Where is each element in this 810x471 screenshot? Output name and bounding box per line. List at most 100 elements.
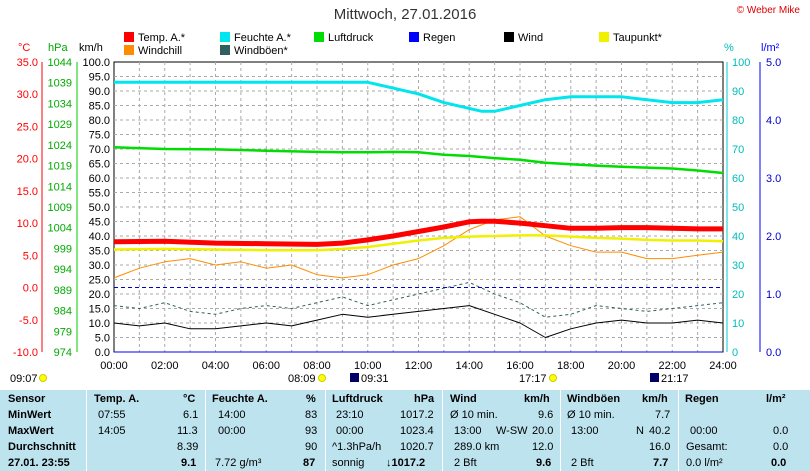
temp-tick-label: 30.0 (17, 89, 38, 101)
rain-max-time: 00:00 (690, 425, 718, 437)
x-tick-label: 18:00 (557, 360, 585, 372)
legend-item-wind: Wind (504, 32, 543, 44)
temp-min-time: 07:55 (98, 409, 126, 421)
chart-axes: °C hPa km/h% l/m² 35.0 30.0 25.0 20.0 15.0 10.0 5.… (10, 42, 781, 385)
legend-label: Regen (423, 32, 456, 44)
pressure-tick-label: 1034 (48, 98, 72, 110)
wind-tick-label: 55.0 (89, 188, 110, 200)
summary-unit-gusts: km/h (642, 393, 668, 405)
wind-tick-label: 45.0 (89, 217, 110, 229)
x-tick-label: 22:00 (658, 360, 686, 372)
temp-min-value: 6.1 (183, 409, 199, 421)
wind-tick-label: 50.0 (89, 202, 110, 214)
temp-tick-label: -10.0 (13, 347, 38, 359)
wind-tick-label: 5.0 (95, 333, 110, 345)
series-line-feuchte-a (114, 80, 724, 113)
rain-tick-label: 2.0 (766, 231, 781, 243)
series-line-windchill (113, 216, 724, 279)
wind-tick-label: 0.0 (95, 347, 110, 359)
gust-max-time: 13:00 (571, 425, 599, 437)
sunset-label: 17:17 (519, 373, 547, 385)
humidity-tick-label: 80 (732, 115, 744, 127)
summary-header-wind: Wind (450, 393, 477, 405)
x-tick-label: 08:00 (303, 360, 331, 372)
moonrise-label: 21:17 (661, 373, 689, 385)
rain-unit-label: l/m² (761, 42, 780, 54)
rain-tick-label: 4.0 (766, 115, 781, 127)
x-tick-label: 20:00 (608, 360, 636, 372)
summary-header-temp: Temp. A. (94, 393, 140, 405)
summary-header-sensor: Sensor (8, 393, 46, 405)
x-tick-label: 00:00 (100, 360, 128, 372)
humidity-tick-label: 50 (732, 202, 744, 214)
summary-header-rain: Regen (685, 393, 719, 405)
x-tick-label: 04:00 (202, 360, 230, 372)
pressure-tick-label: 1004 (48, 223, 72, 235)
moonset-label: 09:31 (361, 373, 389, 385)
legend-swatch (599, 32, 609, 42)
gust-bft-text: 2 Bft (571, 457, 594, 469)
pressure-tick-label: 979 (54, 326, 72, 338)
summary-header-gusts: Windböen (567, 393, 621, 405)
moon-icon (350, 373, 359, 382)
legend-item-pressure: Luftdruck (314, 32, 373, 44)
wind-max-time: 13:00 (454, 425, 482, 437)
temp-tick-label: 20.0 (17, 154, 38, 166)
wind-tick-label: 75.0 (89, 130, 110, 142)
summary-row-current: 27.01. 23:55 (8, 457, 70, 469)
gust-max-direction: N (636, 425, 644, 437)
legend-label: Taupunkt* (613, 32, 662, 44)
legend-label: Windchill (138, 45, 183, 57)
rain-tick-label: 5.0 (766, 57, 781, 69)
temp-unit-label: °C (18, 42, 30, 54)
rain-total-value: 0.0 (773, 441, 789, 453)
legend-swatch (314, 32, 324, 42)
wind-tick-label: 95.0 (89, 72, 110, 84)
pressure-tick-label: 1009 (48, 202, 72, 214)
x-tick-label: 12:00 (405, 360, 433, 372)
pressure-tick-label: 989 (54, 285, 72, 297)
wind-tick-label: 80.0 (89, 115, 110, 127)
legend-label: Windböen* (234, 45, 288, 57)
x-tick-label: 16:00 (506, 360, 534, 372)
rain-current-value: 0.0 (771, 457, 787, 469)
legend-swatch (220, 32, 230, 42)
wind-avg-value: 12.0 (532, 441, 554, 453)
wind-max-direction: W-SW (496, 425, 528, 437)
x-tick-label: 14:00 (455, 360, 483, 372)
sun-icon (318, 374, 326, 382)
pressure-tick-label: 1014 (48, 181, 72, 193)
summary-header-pressure: Luftdruck (332, 393, 383, 405)
gust-max-value: 40.2 (649, 425, 671, 437)
hum-max-value: 93 (305, 425, 318, 437)
legend-swatch (124, 45, 134, 55)
pressure-tick-label: 994 (54, 264, 72, 276)
press-trend-text: ^1.3hPa/h (332, 441, 382, 453)
humidity-tick-label: 20 (732, 289, 744, 301)
sun-icon (549, 374, 557, 382)
legend-label: Temp. A.* (138, 32, 186, 44)
legend-label: Wind (518, 32, 544, 44)
chart-title: Mittwoch, 27.01.2016 (333, 6, 477, 23)
summary-table: Sensor MinWert MaxWert Durchschnitt 27.0… (0, 390, 810, 471)
pressure-tick-label: 1019 (48, 161, 72, 173)
press-forecast-text: sonnig (332, 457, 365, 469)
temp-tick-label: 35.0 (17, 57, 38, 69)
gust-avg-value: 16.0 (649, 441, 671, 453)
rain-tick-label: 1.0 (766, 289, 781, 301)
wind-tick-label: 90.0 (89, 86, 110, 98)
humidity-unit-label: % (724, 42, 734, 54)
wind-tick-label: 85.0 (89, 101, 110, 113)
legend-item-humidity: Feuchte A.* (220, 32, 291, 44)
summary-unit-wind: km/h (524, 393, 550, 405)
legend-label: Luftdruck (328, 32, 374, 44)
series-line-windb-en (113, 281, 724, 318)
hum-current-value: 87 (303, 457, 316, 469)
legend-label: Feuchte A.* (234, 32, 291, 44)
rain-tick-label: 0.0 (766, 347, 781, 359)
humidity-tick-label: 40 (732, 231, 744, 243)
press-max-value: 1023.4 (400, 425, 434, 437)
temp-tick-label: 25.0 (17, 121, 38, 133)
hum-min-time: 14:00 (218, 409, 246, 421)
pressure-tick-label: 999 (54, 243, 72, 255)
